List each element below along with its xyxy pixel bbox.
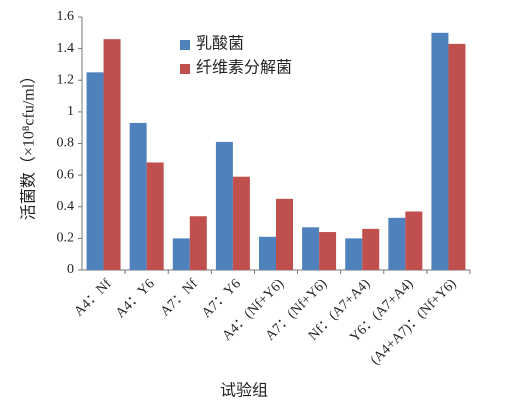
legend-label: 乳酸菌: [196, 35, 244, 53]
legend-swatch: [180, 64, 190, 74]
x-tick-label: A7：Nf: [158, 276, 201, 319]
y-tick-label: 0.2: [57, 231, 75, 246]
bar: [189, 216, 207, 270]
y-axis-label: 活菌数（×10⁸cfu/ml）: [20, 68, 38, 220]
bar: [86, 72, 104, 270]
bar: [103, 39, 121, 271]
bar: [345, 238, 363, 270]
y-tick-label: 0.6: [57, 167, 75, 182]
x-tick-label: (A4+A7)：(Nf+Y6): [368, 276, 460, 368]
bar: [146, 162, 164, 270]
x-axis-label: 试验组: [220, 382, 268, 400]
x-tick-label: A4：Y6: [113, 276, 158, 321]
y-tick-label: 1.2: [57, 72, 75, 87]
bar: [259, 236, 276, 270]
y-tick-label: 1.4: [57, 41, 75, 56]
bar: [431, 32, 449, 270]
bar: [302, 227, 320, 270]
bar: [319, 232, 337, 270]
y-tick-label: 1: [67, 104, 74, 119]
y-tick-label: 0.8: [57, 136, 75, 151]
bar: [405, 211, 423, 270]
bar: [232, 176, 250, 270]
legend-label: 纤维素分解菌: [196, 59, 292, 77]
bar: [276, 198, 293, 270]
bar: [362, 228, 380, 270]
bar: [129, 122, 147, 270]
bar: [215, 141, 233, 270]
bar: [172, 238, 190, 270]
x-tick-label: A4：Nf: [72, 276, 115, 319]
bar: [448, 43, 466, 270]
bar: [388, 217, 406, 270]
y-tick-label: 0.4: [57, 199, 75, 214]
legend-swatch: [180, 40, 190, 50]
y-tick-label: 1.6: [57, 9, 75, 24]
y-tick-label: 0: [67, 262, 74, 277]
